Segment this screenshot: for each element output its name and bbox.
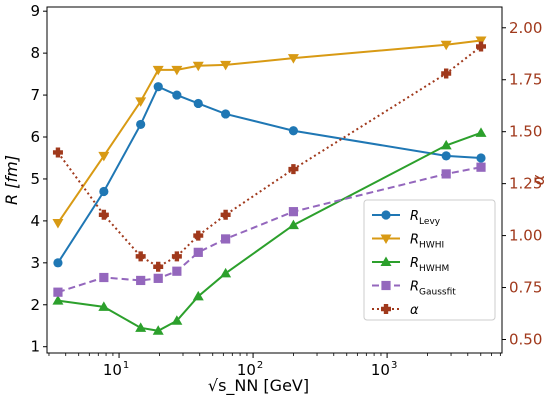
data-point: [220, 60, 232, 71]
data-point: [171, 65, 183, 76]
data-point: [220, 209, 231, 220]
legend-label: RHWHI: [410, 233, 444, 251]
data-point: [440, 139, 452, 150]
data-point: [288, 164, 299, 175]
data-point: [476, 41, 487, 52]
data-point: [98, 301, 110, 311]
data-point: [171, 251, 182, 262]
y-left-axis-label: R [fm]: [2, 155, 21, 205]
x-tick-label: 103: [371, 360, 397, 379]
plot-area: [52, 36, 487, 335]
data-point: [52, 147, 63, 158]
series-line-gaussfit: [57, 166, 482, 294]
data-point: [288, 207, 299, 217]
data-point: [153, 273, 163, 283]
series-line-alpha: [57, 45, 482, 268]
legend-marker: [380, 256, 392, 266]
data-point: [136, 275, 146, 286]
legend-label: RLevy: [410, 209, 441, 227]
data-point: [52, 295, 64, 305]
plot-frame: [46, 6, 503, 354]
y-right-tick-label: 1.25: [509, 175, 542, 193]
data-point: [440, 40, 452, 51]
y-right-tick-label: 2.00: [509, 19, 542, 37]
legend-marker: [381, 210, 391, 220]
y-left-tick-label: 7: [30, 86, 40, 104]
data-point: [172, 266, 182, 276]
series-line-hwhi: [57, 39, 482, 224]
data-point: [53, 287, 63, 297]
data-point: [152, 325, 164, 335]
legend-marker: [381, 304, 391, 314]
data-point: [193, 98, 203, 109]
legend-box: [363, 199, 496, 321]
data-point: [192, 61, 204, 72]
y-left-tick-label: 4: [30, 212, 40, 230]
data-point: [193, 230, 204, 241]
axes: 1 2 3 4 5 6 7 8 9 0.50 0.75 1.00 1.25 1.50 1.75 2.00 101…: [2, 2, 548, 396]
data-point: [221, 234, 231, 244]
y-right-tick-label: 1.50: [509, 123, 542, 141]
x-axis-label: √s_NN [GeV]: [208, 376, 309, 396]
y-left-tick-label: 9: [30, 2, 40, 20]
data-point: [476, 153, 486, 163]
data-point: [441, 169, 451, 179]
data-point: [475, 36, 487, 47]
legend-marker: [380, 234, 392, 244]
data-point: [287, 219, 299, 230]
data-point: [476, 162, 486, 172]
data-point: [192, 290, 204, 301]
data-point: [288, 126, 299, 136]
y-left-tick-label: 1: [30, 338, 40, 356]
series-line-levy: [57, 85, 482, 264]
data-point: [135, 97, 147, 107]
y-right-tick-label: 0.50: [509, 330, 542, 348]
data-point: [441, 68, 452, 79]
data-point: [171, 315, 183, 325]
y-right-tick-label: 0.75: [509, 279, 542, 297]
data-point: [220, 267, 232, 278]
data-point: [193, 247, 203, 257]
y-left-tick-label: 6: [30, 128, 40, 146]
y-left-tick-label: 3: [30, 254, 40, 272]
legend: RLevy RHWHI RHWHM RGaussfit α: [363, 199, 496, 321]
legend-label: α: [410, 303, 419, 318]
y-left-tick-label: 8: [30, 44, 40, 62]
data-point: [172, 90, 182, 100]
legend-label: RHWHM: [410, 256, 449, 274]
data-point: [52, 218, 64, 229]
data-point: [221, 109, 231, 119]
data-point: [287, 54, 299, 64]
data-point: [135, 322, 147, 332]
data-point: [441, 151, 451, 161]
data-point: [98, 209, 109, 220]
data-point: [475, 127, 487, 137]
data-point: [135, 251, 146, 262]
y-right-tick-label: 1.75: [509, 71, 542, 89]
data-point: [153, 82, 163, 92]
data-point: [99, 272, 109, 283]
data-point: [98, 151, 110, 162]
x-tick-label: 101: [103, 360, 129, 379]
data-point: [153, 261, 164, 272]
data-point: [53, 258, 63, 268]
legend-marker: [381, 280, 391, 291]
legend-label: RGaussfit: [410, 280, 456, 298]
data-point: [136, 119, 146, 130]
y-right-tick-label: 1.00: [509, 227, 542, 245]
y-right-axis-label: α: [529, 174, 548, 185]
series-line-hwhm: [57, 131, 482, 332]
y-left-tick-label: 5: [30, 170, 40, 188]
y-left-tick-label: 2: [30, 296, 40, 314]
data-point: [152, 65, 164, 76]
data-point: [99, 186, 109, 197]
